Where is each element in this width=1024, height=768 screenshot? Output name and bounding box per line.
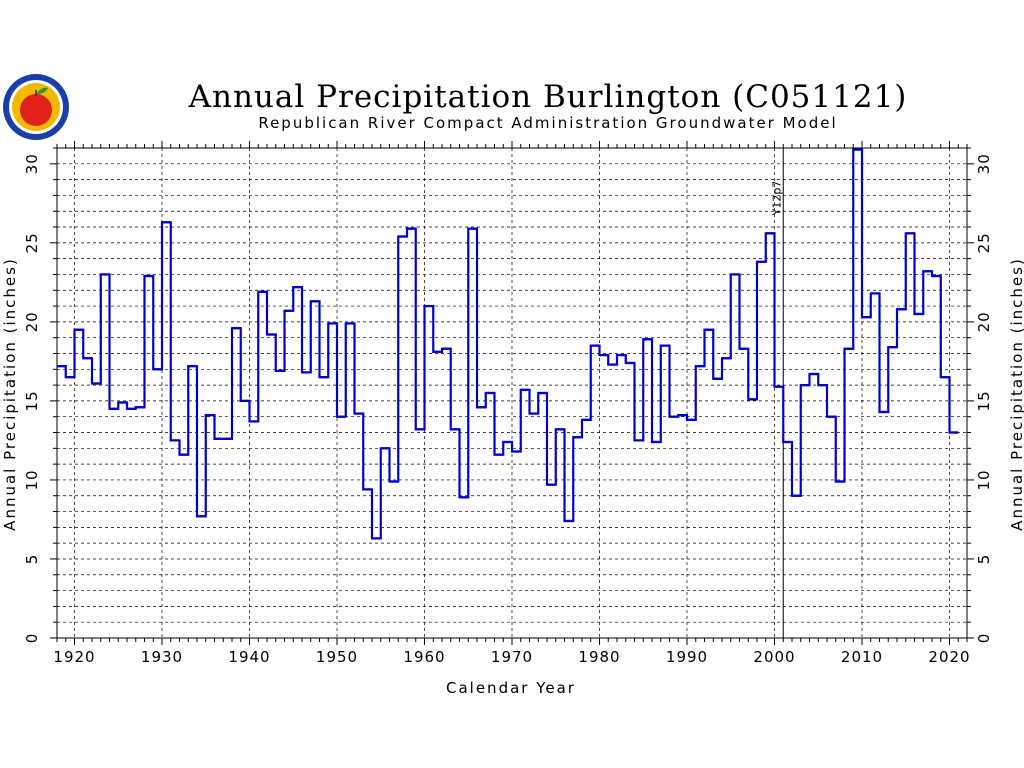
x-tick-label: 1950	[316, 648, 358, 666]
logo-seal-icon	[3, 74, 69, 140]
chart-subtitle: Republican River Compact Administration …	[258, 114, 837, 132]
x-tick-label: 1980	[578, 648, 620, 666]
y-tick-label-right: 10	[975, 469, 993, 490]
annotation-label: Y12p7	[770, 181, 783, 217]
x-tick-label: 1930	[141, 648, 183, 666]
y-tick-label-left: 25	[23, 232, 41, 253]
y-tick-label-right: 25	[975, 232, 993, 253]
x-tick-label: 1960	[403, 648, 445, 666]
y-tick-label-right: 5	[975, 554, 993, 565]
y-axis-label-left: Annual Precipitation (inches)	[1, 257, 19, 531]
y-tick-label-left: 5	[23, 554, 41, 565]
x-tick-label: 2000	[753, 648, 795, 666]
x-tick-label: 2020	[928, 648, 970, 666]
y-tick-label-left: 10	[23, 469, 41, 490]
grid	[57, 148, 967, 638]
y-tick-label-right: 0	[975, 633, 993, 644]
y-tick-label-right: 30	[975, 153, 993, 174]
y-tick-label-left: 20	[23, 311, 41, 332]
axes: 1920 1930 1940 1950 1960 1970 1980 1990 2000 2010…	[23, 141, 993, 666]
x-tick-label: 1940	[228, 648, 270, 666]
y-tick-label-right: 15	[975, 390, 993, 411]
x-tick-label: 1990	[666, 648, 708, 666]
y-tick-label-right: 20	[975, 311, 993, 332]
x-tick-label: 1920	[53, 648, 95, 666]
series-layer	[57, 148, 959, 540]
x-tick-label: 1970	[491, 648, 533, 666]
annotation: Y12p7	[770, 148, 784, 638]
x-tick-label: 2010	[841, 648, 883, 666]
y-tick-label-left: 30	[23, 153, 41, 174]
y-tick-label-left: 0	[23, 633, 41, 644]
y-axis-label-right: Annual Precipitation (inches)	[1008, 257, 1024, 531]
y-tick-label-left: 15	[23, 390, 41, 411]
x-axis-label: Calendar Year	[446, 679, 576, 697]
chart-title: Annual Precipitation Burlington (C051121…	[188, 79, 908, 115]
